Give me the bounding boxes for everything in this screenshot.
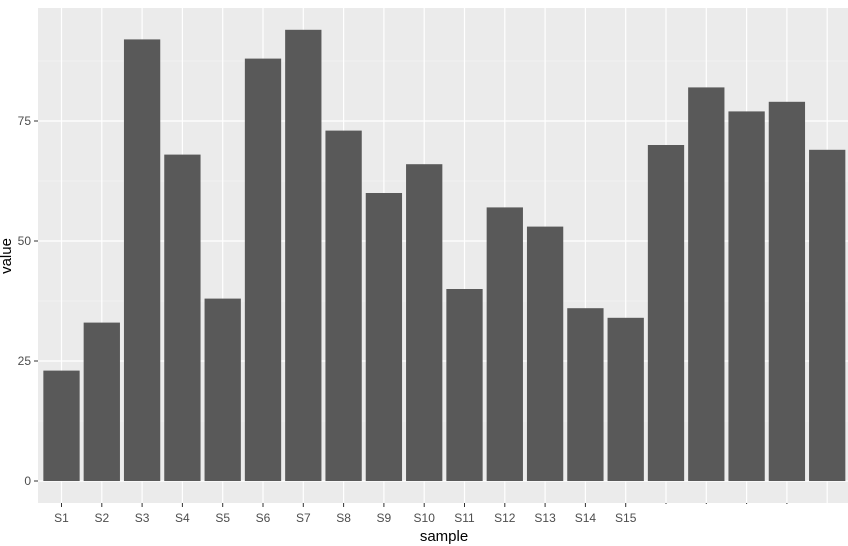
x-tick-label: S3 [135,511,150,525]
bar [204,298,241,481]
x-tick-label: S6 [256,511,271,525]
x-tick-label: S11 [454,511,475,525]
bars [43,29,846,482]
x-tick-label: S12 [494,511,516,525]
bar [486,207,523,481]
x-tick-label: S10 [414,511,436,525]
bar [244,58,282,481]
x-tick-label: S5 [215,511,230,525]
bar [83,322,120,481]
bar [406,164,443,481]
bar [123,39,161,482]
bar [526,226,564,481]
x-tick-label: S13 [534,511,556,525]
y-axis-title: value [0,238,15,274]
bar [607,317,644,481]
x-tick-label: S4 [175,511,190,525]
x-axis-title: sample [420,528,468,545]
bar [446,289,483,481]
bar [365,193,403,481]
y-tick-label: 0 [24,474,31,488]
x-tick-label: S15 [615,511,637,525]
bar [647,145,685,481]
x-tick-label: S9 [377,511,392,525]
x-tick-label: S2 [94,511,109,525]
x-tick-label: S8 [336,511,351,525]
bar [567,308,604,481]
bar [809,149,846,482]
x-axis: S1 S2 S3 S4 S5 S6 S7 S8 S9 S10 S11 S12 S13 S14 S15 [54,503,848,530]
bar [728,111,765,482]
x-tick-label: S14 [575,511,597,525]
y-tick-label: 50 [18,234,32,248]
x-tick-label: S7 [296,511,311,525]
bar [768,101,806,482]
x-tick-label: S1 [54,511,69,525]
y-tick-label: 75 [18,114,32,128]
bar [285,29,322,482]
bar [688,87,725,482]
y-axis: 0 25 50 75 [18,114,38,488]
y-tick-label: 25 [18,354,32,368]
tick-area-mask [650,504,848,530]
bar [164,154,201,481]
bar [43,370,80,481]
bar [325,130,362,481]
